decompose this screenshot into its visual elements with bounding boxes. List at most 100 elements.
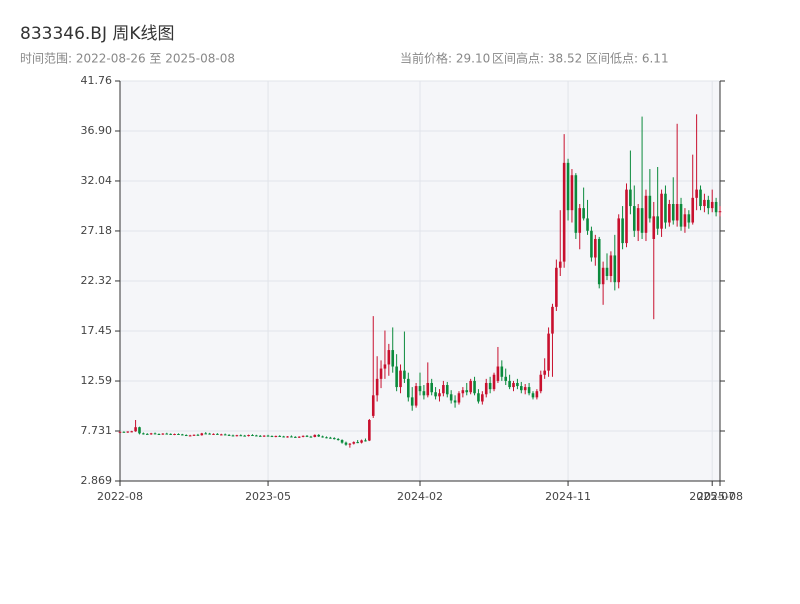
candle-body [251,435,254,437]
candle-body [348,443,352,445]
candle-body [597,238,601,285]
candle-body [204,433,208,435]
candle-body [255,435,258,437]
candle-body [356,442,359,444]
candle-body [391,350,395,367]
candle-body [547,333,550,371]
candle-body [453,400,457,403]
candle-body [512,382,515,388]
candle-body [590,230,593,258]
candle-body [644,195,648,233]
candle-body [625,189,628,244]
candle-body [527,387,531,394]
candle-body [379,368,383,379]
candle-body [566,162,570,211]
summary-high: 区间高点: 38.52 [492,51,582,66]
candle-body [266,435,270,437]
candle-body [364,440,367,442]
candle-body [562,162,566,262]
candle-body [247,435,250,437]
candle-body [504,376,508,381]
x-tick-label: 2023-05 [245,490,291,503]
candle-body [145,433,149,435]
candle-body [710,201,714,209]
candle-body [481,394,484,402]
candle-body [313,434,317,437]
candle-body [231,435,235,437]
subtitle: 时间范围: 2022-08-26 至 2025-08-08 [20,52,235,66]
summary-low: 区间低点: 6.11 [586,52,669,66]
candle-body [219,434,223,436]
candle-body [605,267,609,277]
candle-body [192,434,196,436]
candle-body [212,433,215,435]
candle-body [177,433,180,435]
chart-title: 833346.BJ 周K线图 [20,24,175,44]
candle-body [235,435,239,437]
candle-body [173,433,176,435]
candle-body [477,393,480,402]
candle-body [613,255,617,283]
candle-body [239,435,243,437]
candle-body [344,442,348,445]
candle-body [473,380,476,394]
candle-body [484,382,488,395]
candle-body [683,214,687,227]
candle-body [699,189,702,207]
candle-body [410,397,414,406]
candle-body [695,189,698,198]
candle-body [321,436,324,438]
candle-body [718,211,722,213]
candle-body [574,175,578,233]
candle-body [297,436,301,438]
candle-body [543,370,546,375]
candle-body [290,436,293,438]
candle-body [329,437,332,439]
candle-body [636,208,640,231]
candle-body [508,380,511,388]
candle-body [216,433,219,435]
candle-body [418,386,422,392]
candle-body [586,218,589,231]
candle-body [407,378,410,398]
candle-body [707,199,710,209]
candle-body [461,390,465,394]
candle-body [208,433,211,435]
candle-body [294,436,297,438]
candle-body [531,393,535,398]
candle-body [617,218,621,283]
candle-body [664,193,667,223]
candle-body [434,392,437,397]
candle-body [130,431,133,433]
candle-body [558,261,562,268]
candle-body [578,208,582,233]
x-tick-label: 2025-07 [689,490,735,503]
candle-body [640,208,644,233]
candle-body [445,385,449,395]
candle-body [679,204,683,227]
candle-body [336,439,340,441]
candle-body [629,189,632,207]
candle-body [399,370,402,388]
candle-body [149,433,153,435]
candle-body [270,436,274,438]
candle-body [496,366,500,381]
candle-body [426,382,430,396]
candle-body [262,435,266,437]
candle-body [652,216,656,239]
candle-body [555,267,558,307]
candle-body [317,434,321,437]
candle-body [601,267,605,285]
candle-body [465,390,469,393]
candle-body [126,431,130,433]
candle-body [360,440,363,443]
candle-body [691,197,695,223]
candle-body [403,370,406,379]
candle-body [138,427,141,434]
candle-body [161,433,165,435]
candle-body [352,442,356,444]
candle-body [621,218,624,244]
candle-body [188,435,192,437]
candle-body [632,206,636,231]
